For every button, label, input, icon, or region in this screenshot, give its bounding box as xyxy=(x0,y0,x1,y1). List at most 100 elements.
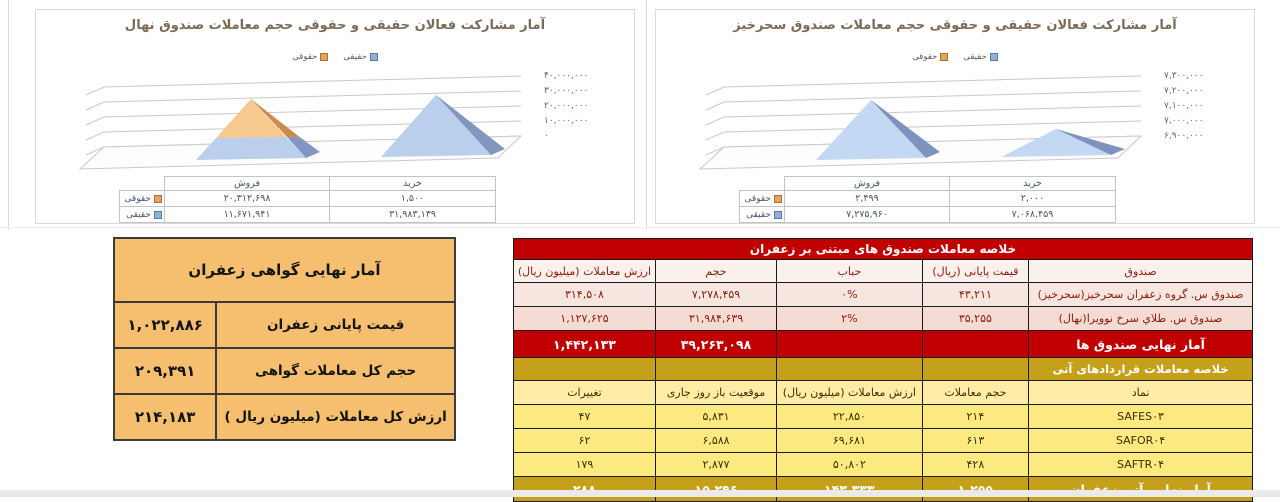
empty-cell xyxy=(654,357,778,381)
series-label-cell: حقیقی xyxy=(119,206,165,223)
value-real-buy: ۷,۰۶۸,۴۵۹ xyxy=(949,206,1116,223)
value-real-sell: ۷,۲۷۵,۹۶۰ xyxy=(784,206,950,223)
legend-item-real: حقیقی xyxy=(963,52,998,62)
pyramid-sell-legal-side xyxy=(251,99,301,138)
pyramid-sell-legal-front xyxy=(216,99,286,138)
pyramid-buy-real-front xyxy=(381,95,491,157)
fund-closing-price: ۴۳,۲۱۱ xyxy=(921,282,1030,307)
category-header-sell: فروش xyxy=(164,176,330,191)
futures-changes: ۱۷۹ xyxy=(513,452,656,477)
value-legal-buy: ۱,۵۰۰ xyxy=(329,190,496,207)
chart-panel-saharkhiz: آمار مشارکت فعالان حقیقی و حقوقی حجم معا… xyxy=(655,9,1255,224)
col-header-trade-value: ارزش معاملات (میلیون ریال) xyxy=(513,259,656,283)
certificate-table-title: آمار نهایی گواهی زعفران xyxy=(113,237,456,303)
series-key-orange-icon xyxy=(154,194,162,203)
empty-cell xyxy=(776,357,923,381)
value-legal-buy: ۲,۰۰۰ xyxy=(949,190,1116,207)
fund-trade-value: ۳۱۴,۵۰۸ xyxy=(513,282,656,307)
series-label-cell: حقوقی xyxy=(119,190,165,207)
y-axis-tick: ۴۰,۰۰۰,۰۰۰ xyxy=(544,71,589,81)
pyramid-buy-real-front xyxy=(1001,129,1111,157)
col-header-volume: حجم xyxy=(654,259,778,283)
series-label-cell: حقوقی xyxy=(739,190,785,207)
pyramid-chart-nahal xyxy=(78,75,523,170)
col-header-closing-price: قیمت پایانی (ریال) xyxy=(921,259,1030,283)
legend-label-legal: حقوقی xyxy=(292,52,318,62)
col-header-fund: صندوق xyxy=(1028,259,1253,283)
fund-trade-value: ۱,۱۲۷,۶۲۵ xyxy=(513,306,656,331)
futures-total-open-positions: ۱۵,۲۹۶ xyxy=(654,476,778,502)
pyramid-sell-real-front xyxy=(816,100,926,160)
fund-name: صندوق س. طلاي سرخ نوويرا(نهال) xyxy=(1028,306,1253,331)
certificate-row-label: حجم کل معاملات گواهی xyxy=(215,347,456,395)
futures-value: ۵۰,۸۰۲ xyxy=(776,452,923,477)
empty-corner-cell xyxy=(120,177,165,191)
futures-volume: ۴۲۸ xyxy=(921,452,1030,477)
pyramid-chart-saharkhiz xyxy=(698,75,1143,170)
total-volume-value: ۲۰۹,۳۹۱ xyxy=(112,347,218,395)
futures-open-positions: ۲,۸۷۷ xyxy=(654,452,778,477)
y-axis-tick: ۲۰,۰۰۰,۰۰۰ xyxy=(544,101,589,111)
series-key-blue-icon xyxy=(154,210,162,219)
series-label-real: حقیقی xyxy=(746,209,771,220)
category-header-buy: خرید xyxy=(949,176,1116,191)
futures-symbol: SAFTR۰۴ xyxy=(1028,452,1253,477)
futures-open-positions: ۵,۸۳۱ xyxy=(654,404,778,429)
empty-cell xyxy=(921,330,1030,358)
fund-name: صندوق س. گروه زعفران سحرخیز(سحرخیز) xyxy=(1028,282,1253,307)
value-legal-sell: ۲,۴۹۹ xyxy=(784,190,950,207)
futures-total-changes: ۲۸۸ xyxy=(513,476,656,502)
funds-total-value: ۱,۴۴۲,۱۳۳ xyxy=(513,330,656,358)
worksheet-gridline-middle xyxy=(646,0,647,230)
pyramid-sell-real-side xyxy=(871,100,940,158)
legend-item-real: حقیقی xyxy=(343,52,378,62)
series-key-orange-icon xyxy=(774,194,782,203)
saffron-certificate-table: آمار نهایی گواهی زعفران قیمت پایانی زعفر… xyxy=(112,237,456,441)
series-label-real: حقیقی xyxy=(126,209,151,220)
fund-bubble: ۰% xyxy=(776,282,923,307)
pyramid-sell-real-side xyxy=(287,137,320,158)
legend-swatch-blue-icon xyxy=(989,53,998,61)
series-label-legal: حقوقی xyxy=(744,193,771,204)
funds-total-label: آمار نهایی صندوق ها xyxy=(1028,330,1253,358)
futures-section-title: خلاصه معاملات قراردادهای آتی xyxy=(1028,357,1253,381)
futures-volume: ۶۱۳ xyxy=(921,428,1030,453)
category-header-sell: فروش xyxy=(784,176,950,191)
y-axis-tick: ۷,۲۰۰,۰۰۰ xyxy=(1164,86,1204,96)
legend-swatch-blue-icon xyxy=(369,53,378,61)
y-axis-tick: ۷,۳۰۰,۰۰۰ xyxy=(1164,71,1204,81)
futures-changes: ۴۷ xyxy=(513,404,656,429)
col-header-open-positions: موقعیت باز روز جاری xyxy=(654,380,778,405)
col-header-trade-volume: حجم معاملات xyxy=(921,380,1030,405)
chart-data-table-saharkhiz: فروش خرید حقوقی ۲,۴۹۹ ۲,۰۰۰ حقیقی ۷,۲۷۵,… xyxy=(739,176,1116,223)
futures-open-positions: ۶,۵۸۸ xyxy=(654,428,778,453)
col-header-bubble: حباب xyxy=(776,259,923,283)
legend-label-legal: حقوقی xyxy=(912,52,938,62)
worksheet-gridline-horizontal xyxy=(0,227,1280,228)
total-value-value: ۲۱۴,۱۸۳ xyxy=(112,393,218,441)
funds-table-title: خلاصه معاملات صندوق های مبتنی بر زعفران xyxy=(513,238,1253,260)
pyramid-buy-real-side xyxy=(436,95,505,155)
futures-changes: ۶۲ xyxy=(513,428,656,453)
y-axis-tick: ۷,۰۰۰,۰۰۰ xyxy=(1164,116,1204,126)
legend-swatch-orange-icon xyxy=(320,53,329,61)
fund-volume: ۷,۲۷۸,۴۵۹ xyxy=(654,282,778,307)
legend-label-real: حقیقی xyxy=(963,52,987,62)
futures-total-value: ۱۴۳,۳۳۳ xyxy=(776,476,923,502)
empty-cell xyxy=(513,357,656,381)
series-key-blue-icon xyxy=(774,210,782,219)
value-real-sell: ۱۱,۶۷۱,۹۴۱ xyxy=(164,206,330,223)
category-header-buy: خرید xyxy=(329,176,496,191)
futures-total-label: آمار نهایی آتی زعفران xyxy=(1028,476,1253,502)
bottom-gray-strip xyxy=(0,490,1280,497)
series-label-cell: حقیقی xyxy=(739,206,785,223)
y-axis-tick: ۳۰,۰۰۰,۰۰۰ xyxy=(544,86,589,96)
chart-panel-nahal: آمار مشارکت فعالان حقیقی و حقوقی حجم معا… xyxy=(35,9,635,224)
y-axis-tick: ۶,۹۰۰,۰۰۰ xyxy=(1164,131,1204,141)
empty-corner-cell xyxy=(740,177,785,191)
futures-volume: ۲۱۴ xyxy=(921,404,1030,429)
futures-symbol: SAFOR۰۴ xyxy=(1028,428,1253,453)
empty-cell xyxy=(921,357,1030,381)
funds-total-volume: ۳۹,۲۶۳,۰۹۸ xyxy=(654,330,778,358)
futures-symbol: SAFES۰۳ xyxy=(1028,404,1253,429)
